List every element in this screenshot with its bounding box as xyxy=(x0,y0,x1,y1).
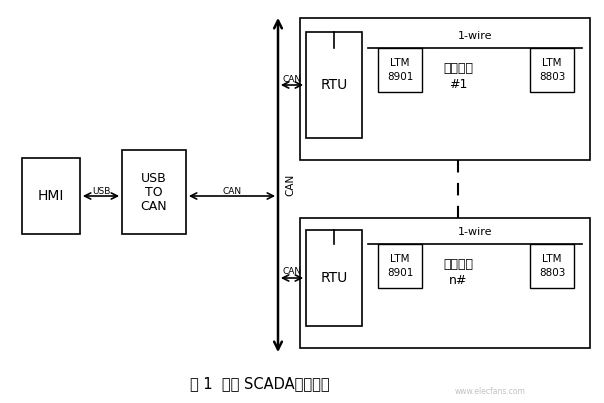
Text: 1-wire: 1-wire xyxy=(458,31,492,41)
Bar xyxy=(22,158,80,234)
Bar xyxy=(122,150,186,234)
Text: 1-wire: 1-wire xyxy=(458,227,492,237)
Text: CAN: CAN xyxy=(285,174,295,196)
Text: n#: n# xyxy=(449,274,467,287)
Text: 8803: 8803 xyxy=(539,268,565,278)
Text: www.elecfans.com: www.elecfans.com xyxy=(455,388,525,397)
Text: 8901: 8901 xyxy=(387,268,413,278)
Bar xyxy=(306,32,362,138)
Text: LTM: LTM xyxy=(542,58,562,68)
Text: CAN: CAN xyxy=(283,75,301,83)
Text: RTU: RTU xyxy=(320,271,348,285)
Bar xyxy=(300,18,590,160)
Text: LTM: LTM xyxy=(390,254,410,264)
Text: 温室大棚: 温室大棚 xyxy=(443,258,473,270)
Bar xyxy=(378,244,422,288)
Text: 温室大棚: 温室大棚 xyxy=(443,62,473,75)
Bar xyxy=(300,218,590,348)
Text: CAN: CAN xyxy=(222,187,242,195)
Text: TO: TO xyxy=(145,185,163,199)
Bar xyxy=(306,230,362,326)
Text: LTM: LTM xyxy=(542,254,562,264)
Text: CAN: CAN xyxy=(283,268,301,276)
Text: LTM: LTM xyxy=(390,58,410,68)
Text: USB: USB xyxy=(92,187,110,195)
Text: USB: USB xyxy=(141,172,167,185)
Text: HMI: HMI xyxy=(38,189,64,203)
Text: 8803: 8803 xyxy=(539,72,565,82)
Bar xyxy=(378,48,422,92)
Text: #1: #1 xyxy=(449,77,467,91)
Text: RTU: RTU xyxy=(320,78,348,92)
Bar xyxy=(530,244,574,288)
Text: 8901: 8901 xyxy=(387,72,413,82)
Text: CAN: CAN xyxy=(141,199,167,212)
Text: 图 1  温室 SCADA系统结构: 图 1 温室 SCADA系统结构 xyxy=(190,376,330,391)
Bar xyxy=(530,48,574,92)
